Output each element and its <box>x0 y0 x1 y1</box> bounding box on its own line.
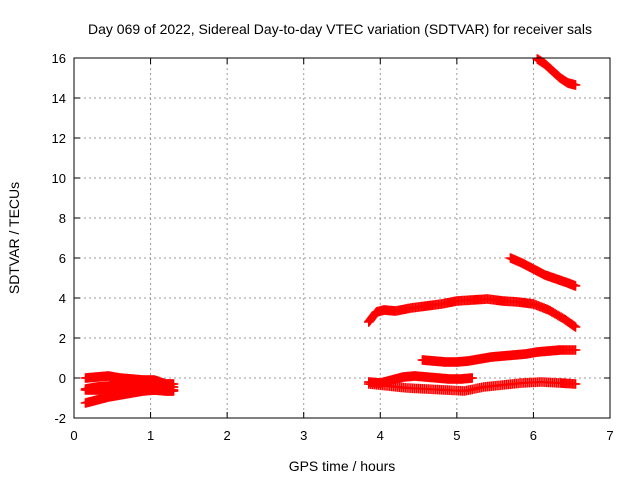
y-tick-label: 2 <box>59 331 66 346</box>
y-tick-label: 14 <box>52 91 66 106</box>
series-track-6 <box>532 54 581 90</box>
series-track-2 <box>417 345 581 367</box>
x-tick-label: 0 <box>70 428 77 443</box>
y-tick-label: 10 <box>52 171 66 186</box>
x-tick-label: 5 <box>453 428 460 443</box>
y-tick-label: 8 <box>59 211 66 226</box>
chart-title: Day 069 of 2022, Sidereal Day-to-day VTE… <box>88 21 592 37</box>
plot-area <box>80 54 581 408</box>
y-axis-label: SDTVAR / TECUs <box>6 182 22 294</box>
y-tick-label: 4 <box>59 291 66 306</box>
series-track-4 <box>364 377 581 396</box>
y-tick-label: 0 <box>59 371 66 386</box>
x-tick-label: 2 <box>224 428 231 443</box>
data-point <box>570 281 581 291</box>
x-tick-label: 6 <box>530 428 537 443</box>
data-point <box>168 385 179 395</box>
data-point <box>570 322 581 332</box>
series-track-1 <box>364 294 581 332</box>
data-point <box>570 379 581 389</box>
y-tick-label: -2 <box>54 411 66 426</box>
data-point <box>467 373 477 383</box>
x-tick-label: 3 <box>300 428 307 443</box>
data-point <box>570 80 581 90</box>
y-tick-label: 6 <box>59 251 66 266</box>
x-tick-label: 4 <box>377 428 384 443</box>
x-tick-label: 1 <box>147 428 154 443</box>
series-track-5 <box>505 253 581 291</box>
data-point <box>570 345 581 355</box>
y-tick-label: 12 <box>52 131 66 146</box>
x-axis-label: GPS time / hours <box>289 458 396 474</box>
y-tick-label: 16 <box>52 51 66 66</box>
x-tick-label: 7 <box>606 428 613 443</box>
series-early-track-D <box>80 385 179 408</box>
plot-frame <box>73 57 611 419</box>
